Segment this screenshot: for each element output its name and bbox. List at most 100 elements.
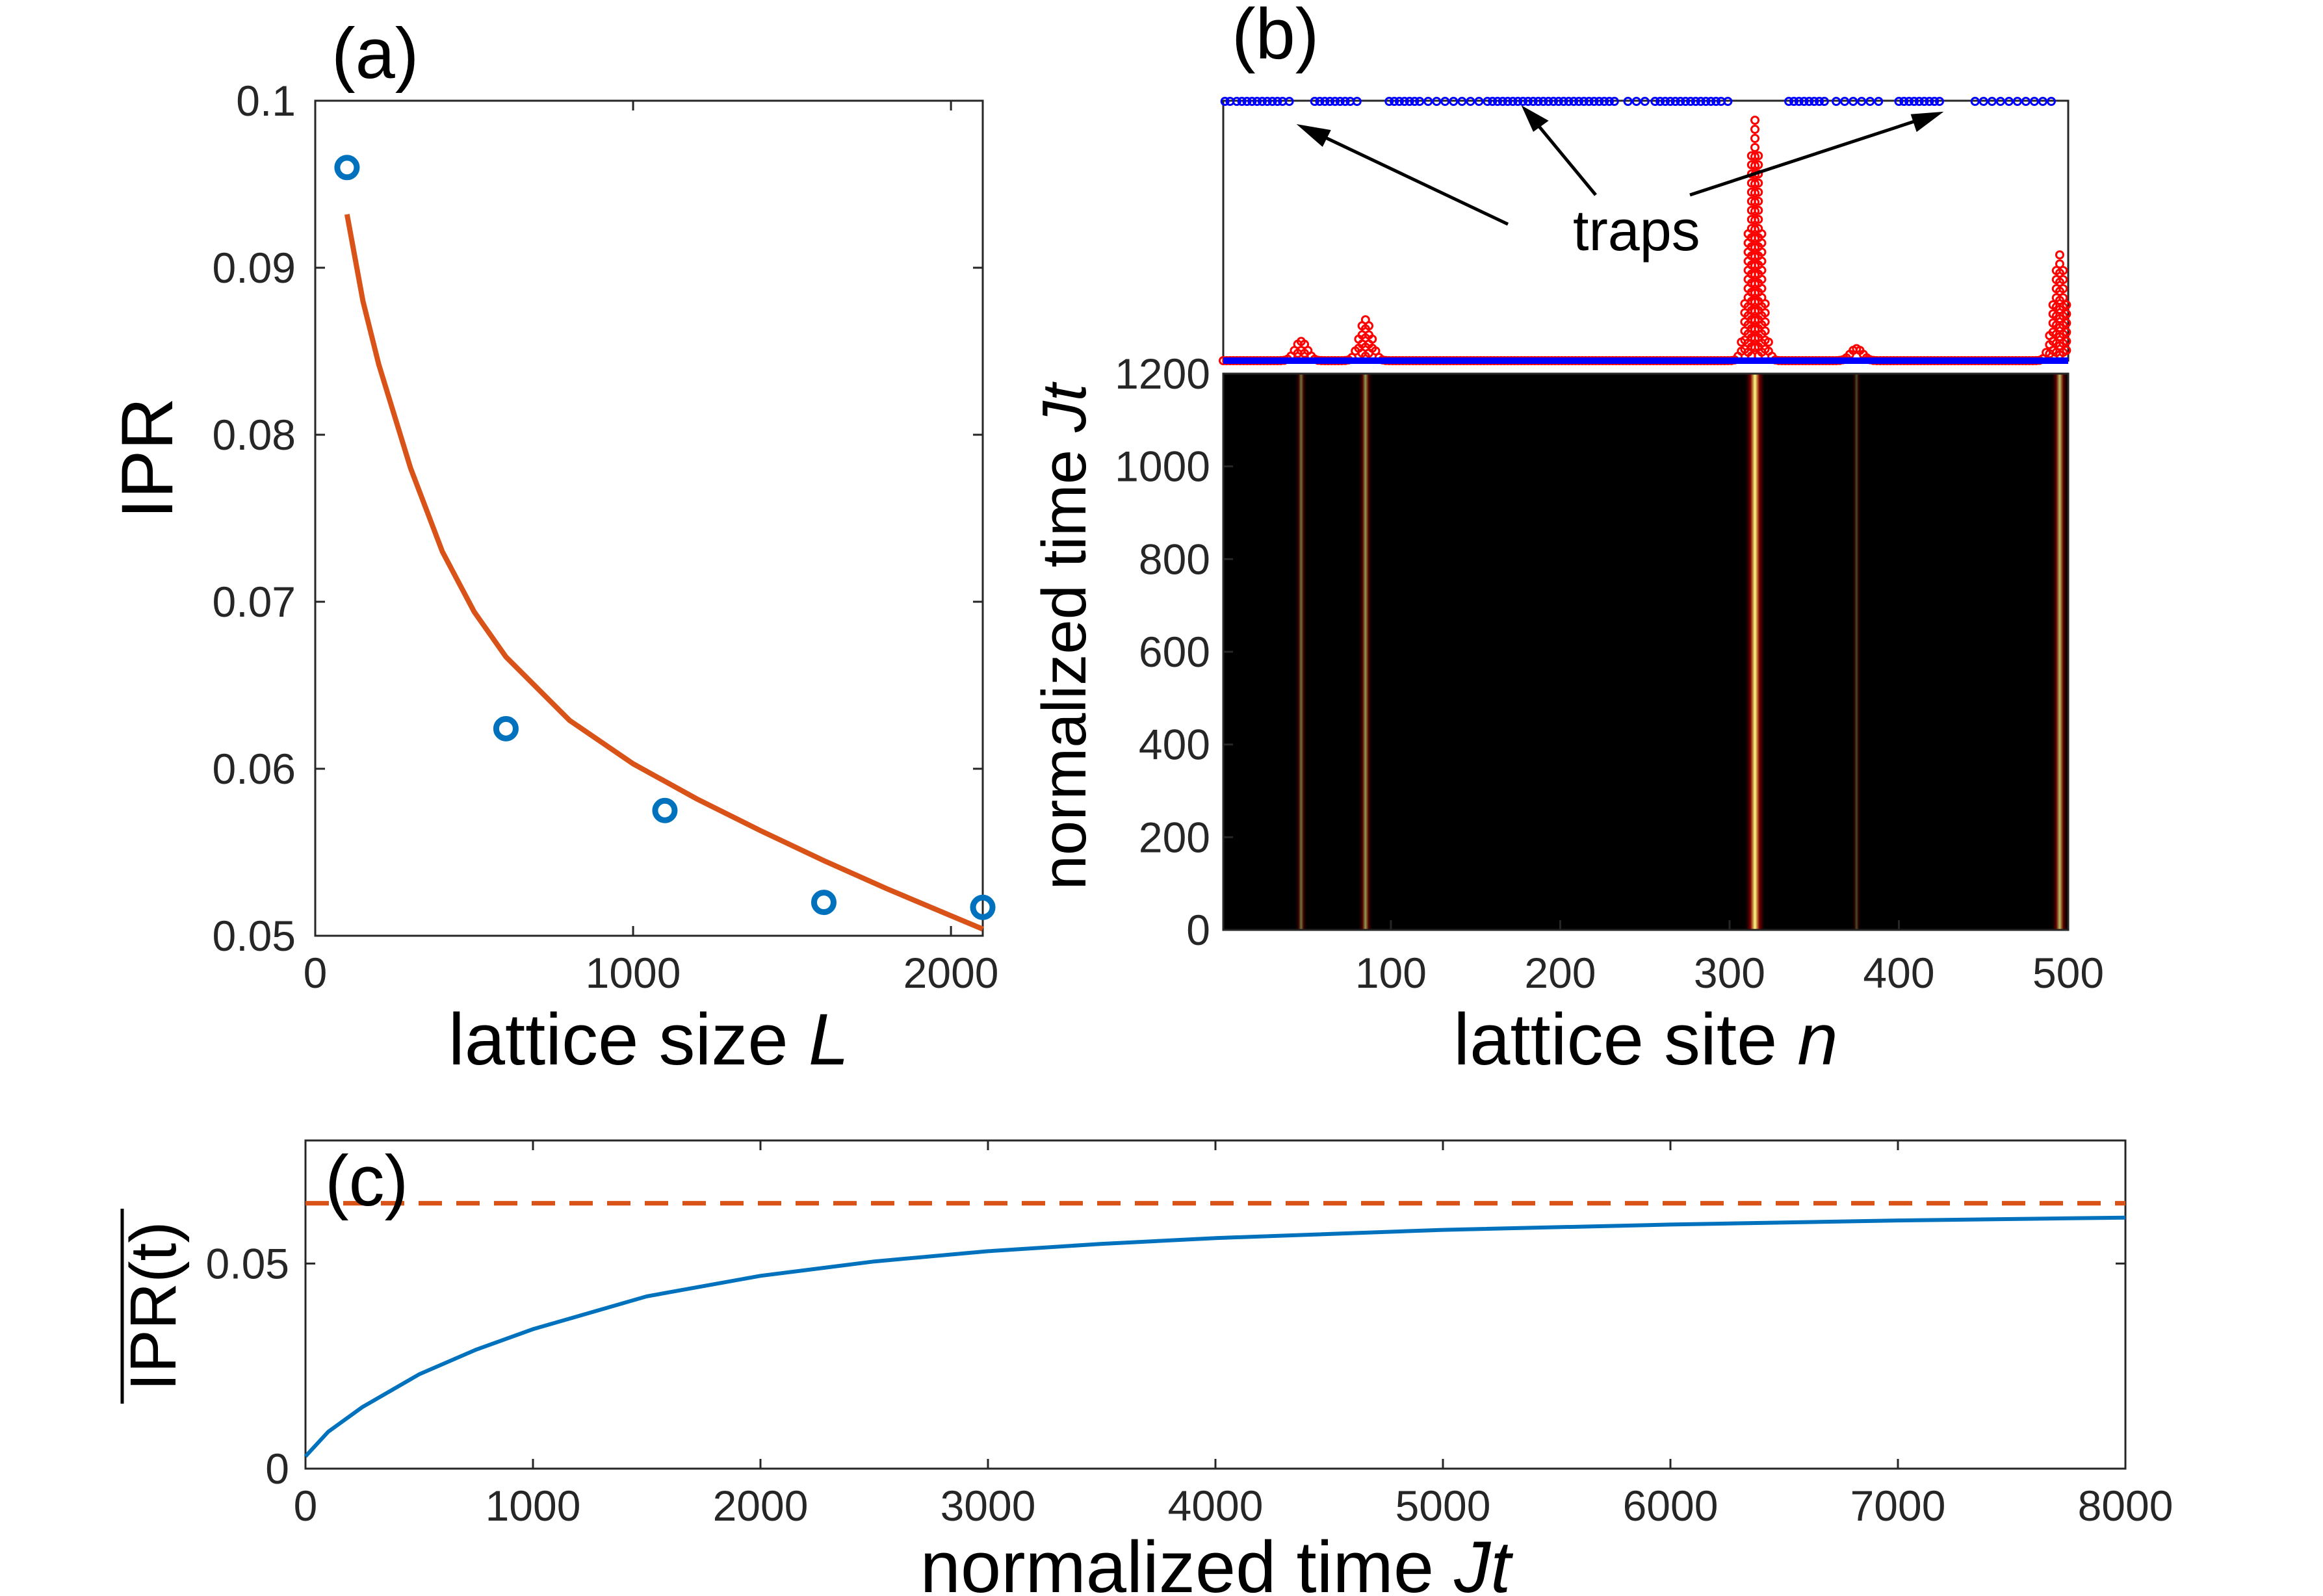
panel-b-trap-marker	[1544, 97, 1553, 106]
panel-b: 100 200 300 400 500 0 200 400 600 800 1000 1200 tra…	[1030, 0, 2104, 1080]
panel-a-data-point	[493, 715, 519, 741]
panel-b-trap-marker	[1262, 97, 1272, 106]
panel-b-trap-marker	[1723, 97, 1733, 106]
panel-b-trap-marker	[1691, 97, 1700, 106]
panel-b-trap-marker	[1840, 97, 1850, 106]
panel-b-trap-marker	[1930, 97, 1940, 106]
panel-b-trap-marker	[1686, 97, 1696, 106]
panel-b-trap-marker	[1706, 97, 1716, 106]
panel-b-trap-marker	[1257, 97, 1267, 106]
panel-a: 0 1000 2000 0.05 0.06 0.07 0.08 0.09 0.1 (a) lat…	[107, 14, 999, 1080]
panel-b-trap-marker	[1242, 97, 1252, 106]
panel-b-trap-marker	[1589, 97, 1599, 106]
panel-b-trap-marker	[1810, 97, 1819, 106]
panel-b-trap-marker	[1640, 97, 1650, 106]
panel-b-trap-marker	[1232, 97, 1241, 106]
panel-b-density-marker	[1757, 256, 1767, 266]
panel-a-ytick-label: 0.09	[213, 244, 296, 292]
panel-a-data-point	[334, 155, 360, 181]
panel-c-xlabel: normalized time Jt	[920, 1526, 1514, 1596]
panel-b-trap-marker	[1789, 97, 1798, 106]
panel-b-trap-marker	[1440, 97, 1450, 106]
panel-b-trap-marker	[2004, 97, 2014, 106]
panel-b-trap-marker	[1711, 97, 1721, 106]
panel-c: 0 1000 2000 3000 4000 5000 6000 7000 8000 0 0.05 (…	[117, 1139, 2174, 1596]
panel-b-density-marker	[2058, 266, 2068, 276]
arrow-1	[1315, 131, 1509, 226]
panel-b-trap-marker	[1894, 97, 1904, 106]
panel-b-xtick-label: 300	[1694, 949, 1765, 997]
panel-c-label: (c)	[325, 1141, 408, 1221]
panel-a-ticks: 0 1000 2000 0.05 0.06 0.07 0.08 0.09 0.1	[213, 77, 999, 997]
panel-c-xtick-label: 0	[294, 1482, 318, 1530]
panel-a-data-point	[652, 797, 678, 823]
panel-b-density-marker	[1757, 229, 1767, 238]
panel-b-density-marker	[1754, 187, 1763, 197]
panel-b-density-marker	[1754, 178, 1763, 188]
panel-b-trap-marker	[1676, 97, 1685, 106]
panel-c-xtick-label: 1000	[486, 1482, 581, 1530]
panel-b-density-marker	[2062, 318, 2071, 328]
panel-b-density-marker	[1760, 308, 1770, 318]
panel-b-trap-marker	[1267, 97, 1277, 106]
arrow-3-head	[1910, 111, 1944, 133]
panel-b-trap-marker	[1670, 97, 1680, 106]
panel-b-density-marker	[1754, 196, 1763, 206]
panel-b-trap-marker	[1498, 97, 1507, 106]
panel-c-ytick-label: 0	[265, 1445, 289, 1493]
panel-c-ylabel: IPR(t)	[117, 1209, 190, 1404]
panel-a-fit-line	[344, 214, 984, 932]
panel-b-trap-marker	[1569, 97, 1579, 106]
panel-b-trap-marker	[1310, 97, 1319, 106]
panel-c-xtick-label: 5000	[1395, 1482, 1491, 1530]
panel-b-xtick-label: 200	[1524, 949, 1596, 997]
panel-c-xtick-label: 8000	[2078, 1482, 2174, 1530]
panel-b-trap-marker	[1538, 97, 1548, 106]
panel-b-trap-marker	[1914, 97, 1924, 106]
panel-a-xlabel: lattice size L	[448, 999, 849, 1080]
arrow-2-head	[1521, 105, 1549, 132]
panel-b-trap-marker	[1549, 97, 1559, 106]
panel-b-trap-marker	[1449, 97, 1459, 106]
panel-c-xtick-label: 2000	[713, 1482, 809, 1530]
panel-b-trap-marker	[1284, 97, 1294, 106]
panel-b-trap-marker	[1503, 97, 1512, 106]
panel-b-annotation: traps	[1573, 198, 1700, 263]
panel-b-trap-marker	[1857, 97, 1867, 106]
arrow-2	[1533, 119, 1597, 196]
panel-b-trap-marker	[1655, 97, 1665, 106]
panel-b-density-marker	[1754, 160, 1763, 170]
panel-a-ytick-label: 0.05	[213, 912, 296, 960]
panel-b-trap-marker	[1559, 97, 1568, 106]
panel-b-density-marker	[2062, 300, 2071, 310]
panel-b-trap-marker	[1457, 97, 1467, 106]
panel-b-trap-marker	[1352, 97, 1362, 106]
panel-b-trap-marker	[1553, 97, 1563, 106]
panel-b-trap-marker	[1600, 97, 1609, 106]
panel-b-trap-marker	[1849, 97, 1858, 106]
panel-a-data-point	[970, 894, 996, 920]
panel-b-density-marker	[1757, 274, 1767, 284]
panel-c-ticks: 0 1000 2000 3000 4000 5000 6000 7000 8000 0 0.05	[206, 1140, 2174, 1530]
panel-b-trap-marker	[1925, 97, 1934, 106]
panel-b-ytick-label: 600	[1139, 628, 1210, 676]
panel-b-trap-marker	[1330, 97, 1340, 106]
panel-b-trap-marker	[2012, 97, 2022, 106]
panel-b-trap-marker	[1325, 97, 1335, 106]
panel-b-trap-marker	[1237, 97, 1247, 106]
panel-b-trap-marker	[1832, 97, 1841, 106]
panel-b-density-marker	[1750, 143, 1760, 152]
panel-b-xtick-label: 400	[1863, 949, 1934, 997]
panel-b-density-marker	[1763, 337, 1773, 347]
panel-b-density-marker	[1364, 321, 1374, 331]
panel-b-trap-marker	[1340, 97, 1350, 106]
panel-a-xtick-label: 2000	[903, 949, 999, 997]
panel-b-density-marker	[2058, 284, 2068, 294]
panel-b-density-marker	[1760, 326, 1770, 336]
panel-b-trap-marker	[1394, 97, 1404, 106]
panel-a-ytick-label: 0.1	[236, 77, 296, 125]
panel-a-ytick-label: 0.08	[213, 411, 296, 459]
panel-b-trap-marker	[1432, 97, 1442, 106]
panel-a-xtick-label: 1000	[586, 949, 681, 997]
panel-c-xtick-label: 4000	[1168, 1482, 1264, 1530]
